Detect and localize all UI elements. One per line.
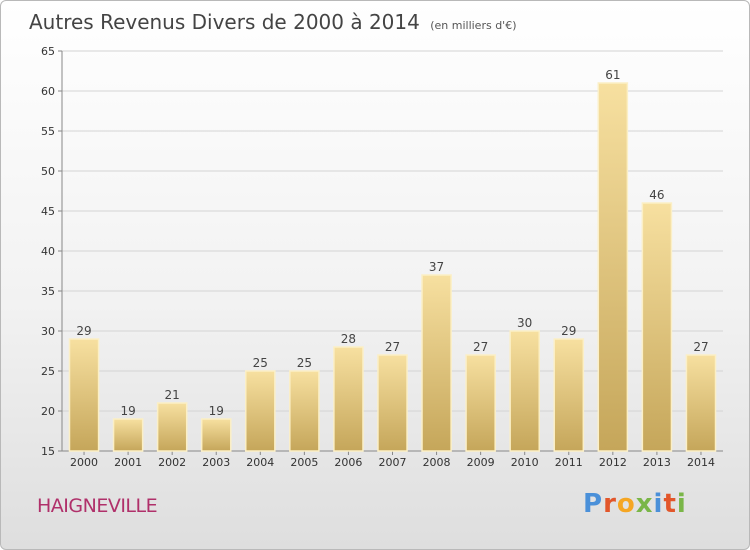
bar-value-label: 19: [209, 404, 224, 418]
x-tick-label: 2009: [467, 456, 495, 469]
bar-2003: [200, 418, 232, 452]
bar-value-label: 25: [297, 356, 312, 370]
bar-2012: [597, 82, 629, 452]
bar-2011: [553, 338, 585, 452]
bar-value-label: 28: [341, 332, 356, 346]
bar-value-label: 61: [605, 68, 620, 82]
logo-letter: t: [663, 489, 677, 519]
x-tick-label: 2006: [334, 456, 362, 469]
y-tick-label: 25: [41, 365, 55, 378]
bar-value-label: 37: [429, 260, 444, 274]
bar-value-label: 29: [561, 324, 576, 338]
x-tick-label: 2004: [246, 456, 274, 469]
x-tick-label: 2010: [511, 456, 539, 469]
bar-2008: [421, 274, 452, 452]
y-tick-label: 30: [41, 325, 55, 338]
bar-2014: [685, 354, 717, 452]
bar-2007: [377, 354, 408, 452]
bar-value-label: 29: [76, 324, 91, 338]
logo-letter: P: [583, 489, 604, 519]
bar-2000: [68, 338, 100, 452]
x-tick-label: 2008: [423, 456, 451, 469]
y-tick-label: 45: [41, 205, 55, 218]
logo-letter: i: [676, 489, 687, 519]
logo-letter: x: [635, 489, 654, 519]
bar-2010: [509, 330, 540, 452]
logo-letter: i: [653, 489, 664, 519]
logo-letter: o: [616, 489, 636, 519]
y-tick-label: 65: [41, 45, 55, 58]
x-tick-label: 2003: [202, 456, 230, 469]
x-tick-label: 2005: [290, 456, 318, 469]
x-tick-label: 2014: [687, 456, 715, 469]
chart-title-text: Autres Revenus Divers de 2000 à 2014: [29, 10, 420, 34]
bar-2006: [333, 346, 364, 452]
bar-value-label: 27: [693, 340, 708, 354]
bar-value-label: 21: [165, 388, 180, 402]
y-tick-label: 35: [41, 285, 55, 298]
x-tick-label: 2011: [555, 456, 583, 469]
y-tick-label: 50: [41, 165, 55, 178]
bar-2009: [465, 354, 496, 452]
y-tick-label: 40: [41, 245, 55, 258]
x-tick-label: 2007: [379, 456, 407, 469]
bar-2005: [289, 370, 320, 452]
x-tick-label: 2001: [114, 456, 142, 469]
y-tick-label: 15: [41, 445, 55, 458]
chart-title: Autres Revenus Divers de 2000 à 2014 (en…: [29, 10, 517, 34]
y-tick-label: 60: [41, 85, 55, 98]
y-tick-label: 55: [41, 125, 55, 138]
logo-letter: r: [603, 489, 617, 519]
bar-value-label: 27: [385, 340, 400, 354]
bar-2001: [112, 418, 144, 452]
chart-unit: (en milliers d'€): [430, 19, 517, 32]
bar-value-label: 27: [473, 340, 488, 354]
bar-2013: [641, 202, 673, 452]
proxiti-logo: Proxiti: [583, 489, 687, 519]
x-tick-label: 2012: [599, 456, 627, 469]
bar-value-label: 19: [120, 404, 135, 418]
bar-2002: [156, 402, 188, 452]
x-tick-label: 2013: [643, 456, 671, 469]
x-tick-label: 2002: [158, 456, 186, 469]
bar-value-label: 30: [517, 316, 532, 330]
place-name: HAIGNEVILLE: [37, 495, 158, 517]
bar-value-label: 25: [253, 356, 268, 370]
x-tick-label: 2000: [70, 456, 98, 469]
bars: [68, 82, 717, 452]
bar-value-label: 46: [649, 188, 664, 202]
bar-labels: 29 19 21 19 25 25 28 27 37 27 30 29 61 46 27: [76, 68, 708, 418]
y-tick-label: 20: [41, 405, 55, 418]
bar-2004: [245, 370, 276, 452]
